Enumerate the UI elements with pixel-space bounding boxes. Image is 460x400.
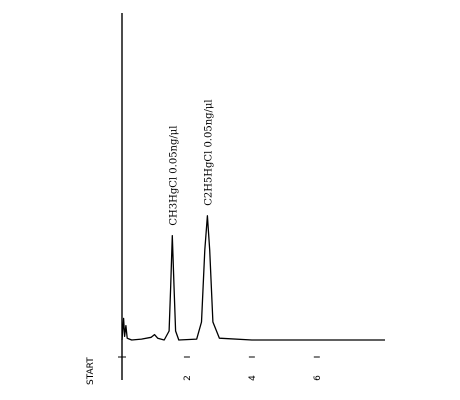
- x-axis-ticks: 2 4 6: [183, 356, 323, 381]
- peak-label: CH3HgCl 0.05ng/μl: [168, 126, 179, 226]
- x-tick-label: 6: [313, 375, 323, 381]
- x-tick-label: 4: [248, 375, 258, 381]
- peak-labels: CH3HgCl 0.05ng/μl C2H5HgCl 0.05ng/μl: [168, 99, 214, 225]
- start-label: START: [86, 357, 96, 385]
- chromatogram-trace: [121, 215, 385, 341]
- peak-label: C2H5HgCl 0.05ng/μl: [203, 99, 214, 205]
- x-tick-label: 2: [183, 375, 193, 381]
